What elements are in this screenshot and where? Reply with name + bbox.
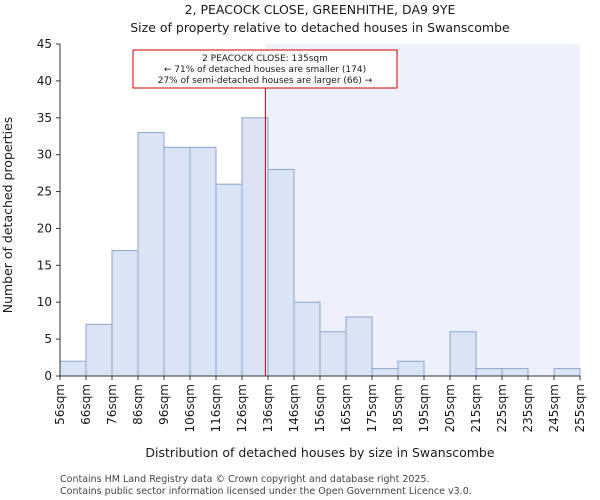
y-tick-label: 45 xyxy=(37,37,52,51)
annotation-box: 2 PEACOCK CLOSE: 135sqm ← 71% of detache… xyxy=(132,49,398,89)
x-tick-label: 185sqm xyxy=(391,384,405,432)
annotation-line-1: 2 PEACOCK CLOSE: 135sqm xyxy=(202,54,328,64)
x-tick-label: 136sqm xyxy=(261,384,275,432)
x-axis-label: Distribution of detached houses by size … xyxy=(145,445,494,460)
bar xyxy=(371,368,399,377)
annotation-border xyxy=(132,49,398,89)
bar xyxy=(85,323,113,377)
bar xyxy=(501,368,529,377)
bar xyxy=(163,146,191,377)
x-tick-label: 255sqm xyxy=(573,384,587,432)
bars-group xyxy=(59,117,581,377)
bar xyxy=(189,146,217,377)
x-ticks-group: 56sqm 66sqm 76sqm 86sqm 96sqm 106sqm 116sqm 126… xyxy=(53,376,587,432)
bar xyxy=(59,360,87,377)
x-tick-label: 215sqm xyxy=(469,384,483,432)
y-tick-label: 15 xyxy=(37,258,52,272)
x-tick-label: 76sqm xyxy=(105,384,119,425)
y-tick-label: 10 xyxy=(37,295,52,309)
bar xyxy=(137,132,165,377)
x-tick-label: 165sqm xyxy=(339,384,353,432)
y-ticks-group: 0 5 10 15 20 25 30 35 40 45 xyxy=(37,37,60,383)
bar xyxy=(345,316,373,377)
bar xyxy=(215,183,243,377)
x-tick-label: 156sqm xyxy=(313,384,327,432)
x-tick-label: 126sqm xyxy=(235,384,249,432)
y-tick-label: 20 xyxy=(37,221,52,235)
bar xyxy=(293,301,321,377)
x-tick-label: 235sqm xyxy=(521,384,535,432)
x-tick-label: 245sqm xyxy=(547,384,561,432)
bar xyxy=(319,331,347,377)
annotation-line-3: 27% of semi-detached houses are larger (… xyxy=(158,76,373,86)
x-tick-label: 86sqm xyxy=(131,384,145,425)
bar xyxy=(397,360,425,377)
bar xyxy=(267,168,295,377)
x-tick-label: 56sqm xyxy=(53,384,67,425)
x-tick-label: 106sqm xyxy=(183,384,197,432)
x-tick-label: 205sqm xyxy=(443,384,457,432)
x-tick-label: 175sqm xyxy=(365,384,379,432)
y-tick-label: 0 xyxy=(44,369,52,383)
bar xyxy=(241,117,269,377)
bar xyxy=(111,250,139,377)
y-tick-label: 35 xyxy=(37,111,52,125)
x-tick-label: 225sqm xyxy=(495,384,509,432)
bar xyxy=(449,331,477,377)
chart-title: 2, PEACOCK CLOSE, GREENHITHE, DA9 9YE xyxy=(185,2,456,17)
x-tick-label: 66sqm xyxy=(79,384,93,425)
bar xyxy=(475,368,503,377)
y-tick-label: 30 xyxy=(37,148,52,162)
bar xyxy=(553,368,581,377)
x-tick-label: 146sqm xyxy=(287,384,301,432)
y-tick-label: 5 xyxy=(44,332,52,346)
footer-line-2: Contains public sector information licen… xyxy=(60,486,472,497)
footer-line-1: Contains HM Land Registry data © Crown c… xyxy=(60,474,430,485)
x-tick-label: 116sqm xyxy=(209,384,223,432)
x-tick-label: 96sqm xyxy=(157,384,171,425)
x-tick-label: 195sqm xyxy=(417,384,431,432)
y-tick-label: 25 xyxy=(37,185,52,199)
chart-subtitle: Size of property relative to detached ho… xyxy=(130,20,510,35)
y-tick-label: 40 xyxy=(37,74,52,88)
y-axis-label: Number of detached properties xyxy=(0,117,15,314)
annotation-line-2: ← 71% of detached houses are smaller (17… xyxy=(164,65,366,75)
